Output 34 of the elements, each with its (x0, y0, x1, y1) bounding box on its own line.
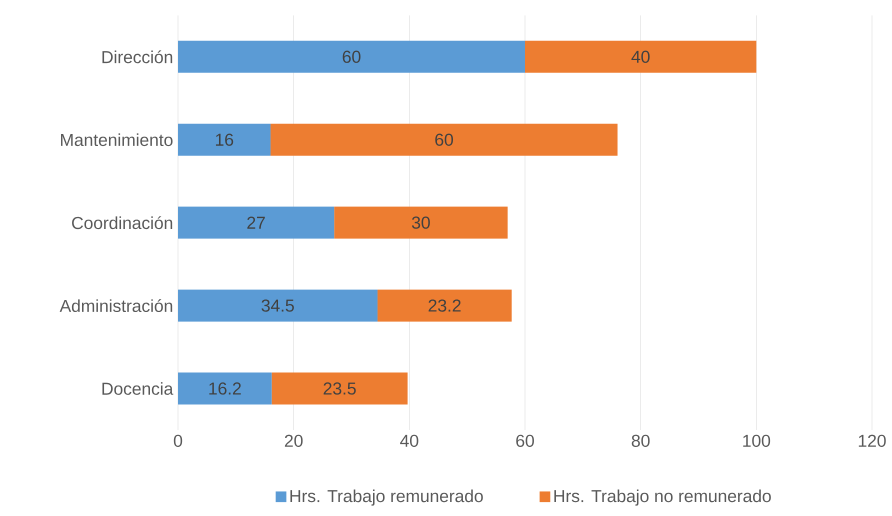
y-tick-label: Mantenimiento (61, 133, 173, 146)
x-tick-label: 20 (284, 434, 303, 447)
data-label: 16.2 (209, 382, 241, 395)
data-label: 23.5 (324, 382, 356, 395)
x-tick-label: 0 (174, 434, 182, 447)
bar (178, 206, 334, 239)
bar (272, 372, 408, 405)
data-label: 23.2 (428, 299, 461, 312)
bar (178, 290, 378, 322)
bar (378, 290, 512, 322)
x-tick-label: 40 (400, 434, 418, 447)
x-tick-label: 100 (743, 434, 770, 447)
bar (178, 40, 525, 73)
data-label: 40 (631, 50, 650, 63)
data-label: 16 (216, 134, 234, 146)
legend-label: Hrs. Trabajo remunerado (290, 489, 483, 506)
data-label: 30 (412, 216, 430, 229)
y-tick-label: Dirección (102, 50, 172, 64)
bar (270, 124, 618, 156)
x-tick-label: 80 (632, 434, 650, 447)
bar (334, 206, 508, 239)
bar (178, 372, 272, 405)
bar (525, 40, 756, 73)
y-tick-label: Docencia (102, 382, 174, 395)
data-label: 60 (435, 134, 454, 146)
x-tick-label: 60 (516, 434, 534, 447)
bar (178, 124, 271, 156)
data-label: 34.5 (262, 299, 294, 312)
legend-label: Hrs. Trabajo no remunerado (554, 489, 771, 506)
x-tick-label: 120 (858, 434, 886, 447)
data-label: 27 (247, 216, 265, 229)
data-label: 60 (342, 50, 360, 63)
y-tick-label: Coordinación (72, 216, 172, 230)
y-tick-label: Administración (60, 299, 172, 312)
